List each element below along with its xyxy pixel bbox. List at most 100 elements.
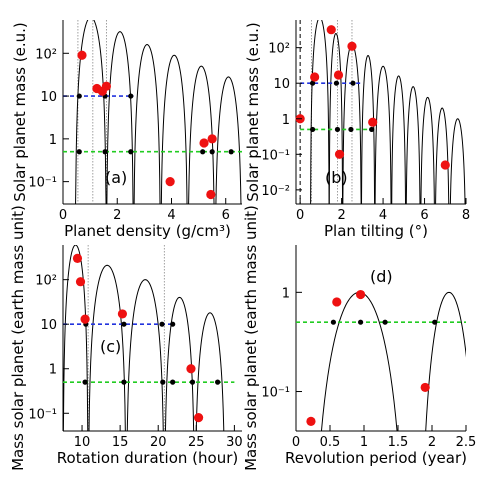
- x-tick-label: 2.5: [456, 435, 477, 450]
- x-tick-label: 1: [360, 435, 368, 450]
- intersection-point: [330, 319, 336, 325]
- y-tick-label: 1: [49, 133, 57, 148]
- observed-point: [77, 50, 87, 60]
- x-axis-label: Plan tilting (°): [324, 222, 428, 240]
- panel-b: 0 2 4 6 8 10² 10 1 10⁻¹ 10⁻² (b) Plan tilting (°) So…: [244, 20, 470, 240]
- panel-label: (b): [325, 168, 348, 187]
- y-tick-label: 10⁻²: [261, 184, 290, 199]
- observed-point: [206, 189, 216, 200]
- intersection-point: [334, 126, 341, 133]
- observed-point: [368, 117, 378, 127]
- y-axis-label: Mass solar planet (earth mass unit): [9, 205, 27, 471]
- observed-point: [310, 72, 320, 82]
- x-tick-label: 6: [420, 208, 428, 223]
- observed-point: [356, 289, 366, 300]
- intersection-point: [309, 126, 316, 133]
- x-tick-label: 2: [428, 435, 436, 450]
- panel-d: 0 0.5 1 1.5 2 2.5 1 10⁻¹ (d) Revolution period (y…: [242, 205, 477, 471]
- intersection-point: [170, 321, 176, 327]
- model-curve-lobe: [310, 20, 330, 204]
- model-curve-lobe: [75, 20, 107, 204]
- observed-point: [207, 134, 217, 144]
- intersection-point: [128, 93, 134, 99]
- panel-a: 0 2 4 6 10² 10 1 10⁻¹ (a) Planet density (g/cm³) S…: [11, 20, 242, 240]
- panel-label: (d): [370, 267, 393, 286]
- model-curve-lobe: [195, 312, 225, 431]
- observed-point: [193, 412, 204, 423]
- x-tick-label: 2: [337, 208, 345, 223]
- x-tick-label: 4: [379, 208, 387, 223]
- model-curve-lobe: [374, 65, 392, 204]
- x-tick-label: 2: [113, 208, 121, 223]
- intersection-point: [121, 379, 127, 385]
- observed-point: [199, 138, 209, 148]
- model-curve-lobe: [106, 31, 134, 204]
- y-tick-label: 10⁻¹: [261, 386, 290, 401]
- observed-point: [333, 70, 344, 80]
- panel-label: (c): [100, 337, 121, 356]
- observed-point: [186, 364, 196, 374]
- intersection-point: [200, 149, 206, 155]
- plot-area: [63, 245, 235, 431]
- y-tick-label: 10⁻¹: [261, 148, 290, 163]
- model-curve-lobe: [188, 65, 215, 204]
- x-tick-label: 0: [59, 208, 67, 223]
- intersection-point: [350, 80, 356, 86]
- model-curve-lobe: [160, 54, 188, 204]
- model-curve-lobe: [164, 296, 195, 431]
- x-axis-label: Revolution period (year): [285, 449, 467, 467]
- intersection-point: [170, 379, 176, 385]
- model-curve-lobe: [215, 76, 242, 204]
- x-tick-label: 25: [188, 435, 205, 450]
- y-tick-label: 10: [40, 318, 57, 333]
- model-curve-lobe: [449, 118, 466, 204]
- x-axis-label: Planet density (g/cm³): [64, 222, 231, 240]
- x-tick-label: 0.5: [320, 435, 341, 450]
- intersection-point: [159, 321, 165, 327]
- intersection-point: [228, 149, 234, 155]
- x-tick-label: 30: [226, 435, 243, 450]
- plot-area: [299, 20, 466, 204]
- y-tick-label: 1: [282, 286, 290, 301]
- observed-point: [75, 277, 86, 287]
- intersection-point: [309, 80, 316, 86]
- intersection-point: [432, 319, 438, 325]
- y-tick-label: 10⁻¹: [28, 407, 57, 422]
- x-tick-label: 20: [150, 435, 167, 450]
- observed-point: [326, 25, 336, 35]
- model-curve-lobe: [88, 264, 126, 431]
- y-tick-label: 10⁻¹: [28, 176, 57, 191]
- intersection-point: [160, 379, 166, 385]
- intersection-point: [102, 149, 108, 155]
- model-curve-lobe: [133, 44, 161, 204]
- x-tick-label: 8: [462, 208, 470, 223]
- observed-point: [334, 149, 345, 159]
- y-axis-label: Mass solar planet (earth mass unit): [242, 205, 260, 471]
- model-curve-lobe: [420, 96, 435, 204]
- intersection-point: [348, 126, 354, 133]
- observed-point: [347, 41, 357, 51]
- model-curve-lobe: [361, 55, 376, 204]
- model-curve-lobe: [126, 279, 164, 431]
- y-tick-label: 1: [49, 363, 57, 378]
- x-tick-label: 6: [222, 208, 230, 223]
- y-tick-label: 10: [40, 90, 57, 105]
- intersection-point: [209, 149, 215, 155]
- intersection-point: [333, 80, 340, 86]
- intersection-point: [358, 319, 364, 325]
- observed-point: [332, 297, 342, 307]
- panel-label: (a): [105, 168, 127, 187]
- y-tick-label: 10: [273, 77, 290, 92]
- x-tick-label: 4: [167, 208, 175, 223]
- y-axis-label: Solar planet mass (e.u.): [244, 22, 262, 201]
- x-tick-label: 0: [296, 208, 304, 223]
- observed-point: [420, 382, 430, 393]
- intersection-point: [76, 93, 82, 99]
- y-tick-label: 10²: [35, 274, 57, 289]
- observed-point: [97, 86, 107, 96]
- observed-point: [117, 309, 128, 319]
- model-curve-lobe: [405, 86, 421, 204]
- intersection-point: [369, 126, 375, 133]
